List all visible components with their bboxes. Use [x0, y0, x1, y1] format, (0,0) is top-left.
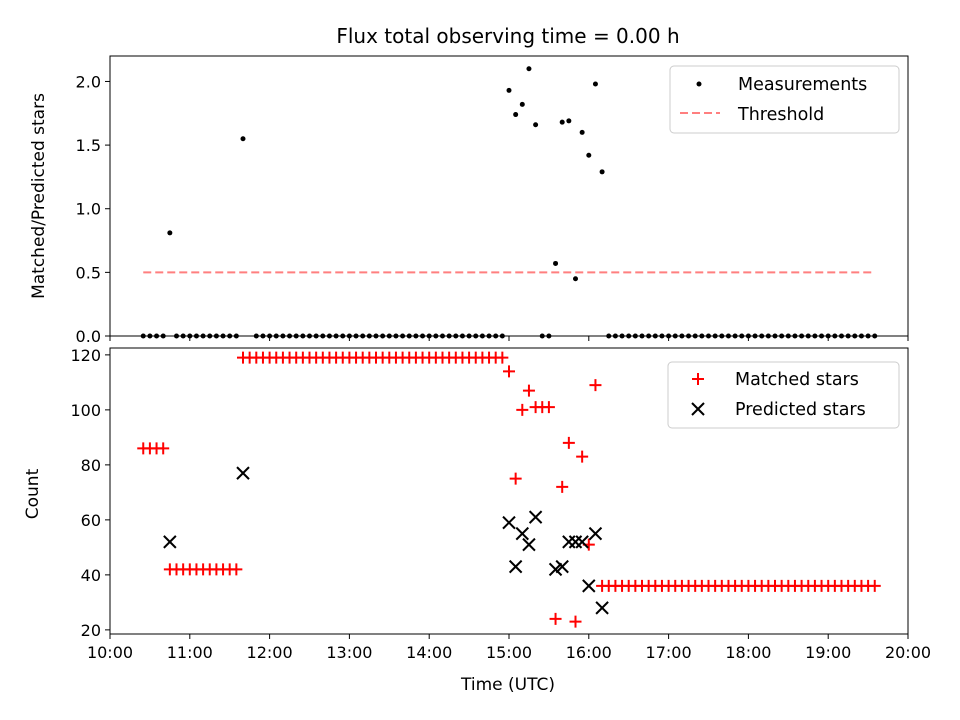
bottom-y-tick-label: 80	[81, 456, 101, 475]
x-tick-label: 16:00	[566, 643, 612, 662]
top-legend-box	[669, 65, 900, 134]
measurement-point	[533, 122, 539, 128]
legend-matched-label: Matched stars	[735, 370, 859, 390]
measurement-point	[579, 129, 585, 135]
matched-star-point	[562, 436, 575, 449]
bottom-legend: Matched stars Predicted stars	[667, 361, 900, 429]
top-y-tick-label: 2.0	[76, 72, 101, 91]
bottom-legend-box	[667, 361, 900, 429]
x-tick-label: 13:00	[326, 643, 372, 662]
x-tick-label: 18:00	[725, 643, 771, 662]
legend-measurements-marker	[696, 81, 702, 87]
predicted-star-point	[555, 559, 569, 574]
x-tick-label: 12:00	[247, 643, 293, 662]
measurement-point	[167, 230, 173, 236]
predicted-star-point	[528, 510, 543, 524]
matched-star-point	[496, 351, 509, 364]
legend-threshold-label: Threshold	[737, 105, 824, 125]
x-tick-label: 19:00	[805, 643, 851, 662]
matched-star-point	[868, 579, 881, 592]
matched-star-point	[230, 563, 243, 576]
measurement-point	[526, 66, 532, 72]
predicted-star-point	[502, 515, 516, 530]
matched-star-point	[503, 365, 515, 378]
measurement-point	[592, 81, 598, 87]
top-y-axis-label: Matched/Predicted stars	[29, 93, 49, 299]
top-y-ticks: 0.0 0.5 1.0 1.5 2.0	[76, 72, 110, 346]
top-legend: Measurements Threshold	[669, 65, 900, 134]
bottom-y-ticks: 20 40 60 80 100 120	[70, 346, 110, 640]
matched-star-point	[522, 384, 535, 397]
predicted-star-point	[588, 526, 603, 541]
chart-title: Flux total observing time = 0.00 h	[336, 24, 679, 48]
predicted-star-point	[236, 466, 250, 480]
measurement-point	[553, 260, 559, 266]
measurement-point	[513, 112, 519, 118]
predicted-star-point	[568, 535, 583, 549]
measurement-point	[559, 119, 565, 125]
x-tick-label: 20:00	[885, 643, 931, 662]
matched-star-point	[549, 612, 562, 625]
measurement-point	[506, 87, 512, 93]
predicted-star-point	[522, 537, 536, 552]
measurement-point	[586, 152, 592, 158]
predicted-star-point	[562, 535, 576, 549]
measurement-point	[519, 101, 525, 107]
top-axes: 0.00.51.01.52.0 Matched/Predicted stars …	[29, 55, 909, 346]
legend-predicted-marker	[691, 402, 705, 416]
bottom-axes-frame	[109, 347, 909, 635]
legend-predicted-label: Predicted stars	[735, 400, 866, 420]
predicted-star-point	[575, 535, 589, 549]
bottom-y-tick-label: 40	[81, 566, 101, 585]
top-y-tick-label: 0.0	[76, 327, 101, 346]
predicted-star-point	[515, 526, 530, 541]
matched-star-point	[556, 480, 569, 493]
x-tick-label: 14:00	[406, 643, 452, 662]
matched-star-point	[576, 450, 589, 463]
predicted-star-point	[582, 579, 596, 593]
matched-star-point	[589, 379, 602, 392]
bottom-y-tick-label: 20	[81, 621, 101, 640]
top-y-tick-label: 1.5	[76, 136, 101, 155]
matched-star-point	[516, 403, 529, 416]
measurement-point	[573, 276, 578, 282]
predicted-star-point	[163, 535, 177, 549]
x-tick-label: 11:00	[167, 643, 213, 662]
predicted-star-point	[595, 601, 609, 615]
x-tick-label: 15:00	[486, 643, 532, 662]
legend-measurements-label: Measurements	[738, 75, 867, 95]
legend-matched-marker	[692, 373, 704, 385]
matched-star-point	[157, 442, 170, 455]
x-tick-label: 17:00	[646, 643, 692, 662]
matched-star-point	[509, 472, 522, 485]
x-tick-label: 10:00	[87, 643, 133, 662]
bottom-y-tick-label: 120	[70, 346, 101, 365]
top-x-ticks	[109, 336, 909, 341]
x-axis-label: Time (UTC)	[460, 675, 555, 695]
predicted-star-point	[508, 559, 523, 574]
top-y-tick-label: 0.5	[76, 263, 101, 282]
measurement-point	[240, 136, 246, 142]
top-axes-frame	[109, 55, 909, 337]
bottom-y-tick-label: 100	[70, 401, 101, 420]
top-y-tick-label: 1.0	[76, 200, 101, 219]
bottom-x-ticks: 10:00 11:00 12:00 13:00 14:00 15:00 16:00 17:00…	[87, 634, 931, 662]
bottom-y-axis-label: Count	[23, 468, 43, 519]
bottom-y-tick-label: 60	[81, 511, 101, 530]
count-series	[137, 351, 881, 628]
bottom-axes: 20 40 60 80 100 120 10:00 11:00 12:00 13:00 14:00…	[23, 346, 931, 695]
matched-star-point	[569, 615, 582, 628]
measurement-point	[566, 118, 572, 124]
matched-star-point	[542, 401, 555, 414]
measurement-point	[599, 169, 605, 175]
